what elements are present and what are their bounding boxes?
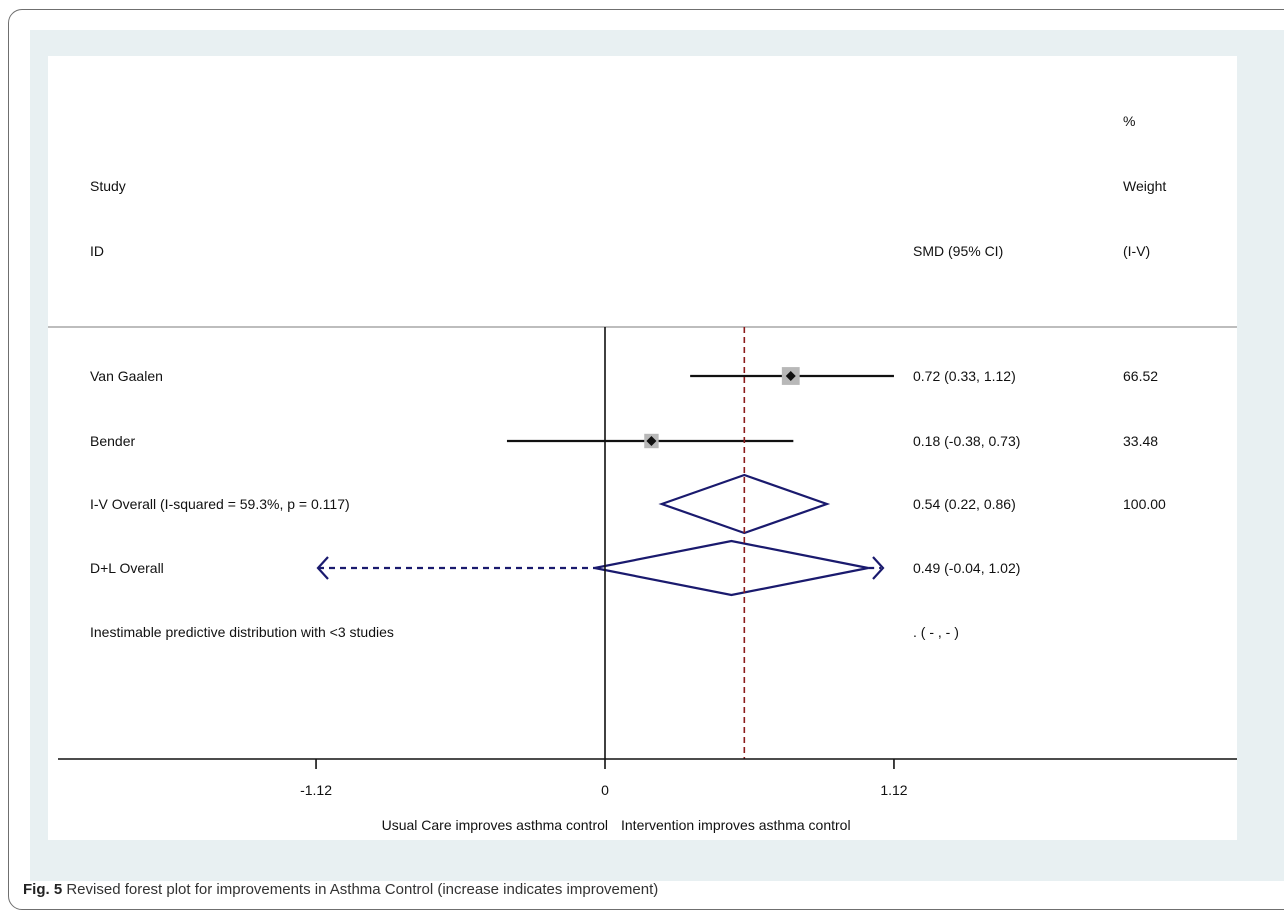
header-study: Study <box>90 178 126 194</box>
study-point-estimate <box>646 436 657 446</box>
study-point-estimate <box>785 371 796 381</box>
row-label: I-V Overall (I-squared = 59.3%, p = 0.11… <box>90 496 350 512</box>
caption-text: Revised forest plot for improvements in … <box>62 881 659 898</box>
row-weight-text: 66.52 <box>1123 368 1158 384</box>
row-weight-text: 33.48 <box>1123 433 1158 449</box>
row-ci-text: 0.72 (0.33, 1.12) <box>913 368 1016 384</box>
row-label: D+L Overall <box>90 560 164 576</box>
row-ci-text: 0.18 (-0.38, 0.73) <box>913 433 1020 449</box>
x-axis-label-right: Intervention improves asthma control <box>621 817 851 833</box>
row-label: Inestimable predictive distribution with… <box>90 624 394 640</box>
row-ci-text: 0.54 (0.22, 0.86) <box>913 496 1016 512</box>
arrow-right-icon <box>872 556 885 580</box>
forest-rows: Van Gaalen 0.72 (0.33, 1.12) 66.52 Bender 0.… <box>90 367 1166 640</box>
figure-caption: Fig. 5 Revised forest plot for improveme… <box>23 881 658 898</box>
x-axis-label-left: Usual Care improves asthma control <box>382 817 608 833</box>
header-weight: Weight <box>1123 178 1166 194</box>
x-tick-label: 1.12 <box>880 782 907 798</box>
header-weight-method: (I-V) <box>1123 243 1150 259</box>
x-axis-ticks: -1.12 0 1.12 <box>300 759 908 798</box>
arrow-left-icon <box>316 556 329 580</box>
row-ci-text: . ( - , - ) <box>913 624 959 640</box>
header-id: ID <box>90 243 104 259</box>
dl-overall-diamond <box>594 539 869 597</box>
plot-area: Study ID SMD (95% CI) % Weight (I-V) Van… <box>48 56 1237 840</box>
overall-diamond <box>658 473 831 535</box>
x-tick-label: 0 <box>601 782 609 798</box>
header-estimate: SMD (95% CI) <box>913 243 1003 259</box>
row-label: Van Gaalen <box>90 368 163 384</box>
x-tick-label: -1.12 <box>300 782 332 798</box>
forest-plot: Study ID SMD (95% CI) % Weight (I-V) Van… <box>48 113 1237 833</box>
row-label: Bender <box>90 433 135 449</box>
header-weight-pct: % <box>1123 113 1135 129</box>
row-ci-text: 0.49 (-0.04, 1.02) <box>913 560 1020 576</box>
caption-label: Fig. 5 <box>23 881 63 898</box>
row-weight-text: 100.00 <box>1123 496 1166 512</box>
